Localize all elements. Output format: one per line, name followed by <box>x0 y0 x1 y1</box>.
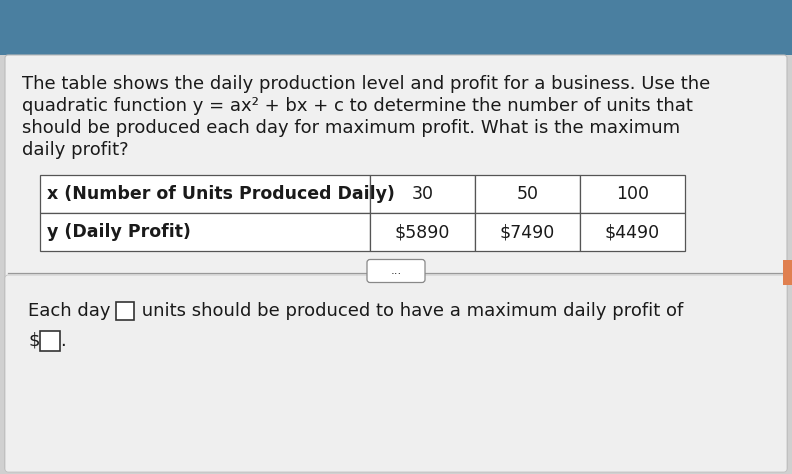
Text: .: . <box>60 332 67 350</box>
Bar <box>370 213 475 251</box>
Bar <box>40 175 370 213</box>
Text: quadratic function y = ax² + bx + c to determine the number of units that: quadratic function y = ax² + bx + c to d… <box>22 97 693 115</box>
Bar <box>40 213 370 251</box>
Text: 100: 100 <box>616 185 649 203</box>
Bar <box>580 175 685 213</box>
Polygon shape <box>0 0 792 55</box>
Text: daily profit?: daily profit? <box>22 141 128 159</box>
Text: 50: 50 <box>516 185 539 203</box>
Text: units should be produced to have a maximum daily profit of: units should be produced to have a maxim… <box>136 302 683 320</box>
Bar <box>475 213 580 251</box>
Text: The table shows the daily production level and profit for a business. Use the: The table shows the daily production lev… <box>22 75 710 93</box>
Bar <box>116 302 135 320</box>
FancyBboxPatch shape <box>5 55 787 471</box>
Bar <box>370 175 475 213</box>
Text: $7490: $7490 <box>500 223 555 241</box>
FancyBboxPatch shape <box>5 275 787 472</box>
Text: $5890: $5890 <box>395 223 450 241</box>
Bar <box>40 331 59 351</box>
Text: 30: 30 <box>412 185 433 203</box>
Bar <box>475 175 580 213</box>
Bar <box>580 213 685 251</box>
Polygon shape <box>783 260 792 285</box>
FancyBboxPatch shape <box>367 259 425 283</box>
Text: ...: ... <box>390 264 402 277</box>
Text: x (Number of Units Produced Daily): x (Number of Units Produced Daily) <box>47 185 395 203</box>
Text: y (Daily Profit): y (Daily Profit) <box>47 223 191 241</box>
Text: should be produced each day for maximum profit. What is the maximum: should be produced each day for maximum … <box>22 119 680 137</box>
Text: Each day: Each day <box>28 302 116 320</box>
Text: $: $ <box>28 332 40 350</box>
Text: $4490: $4490 <box>605 223 660 241</box>
